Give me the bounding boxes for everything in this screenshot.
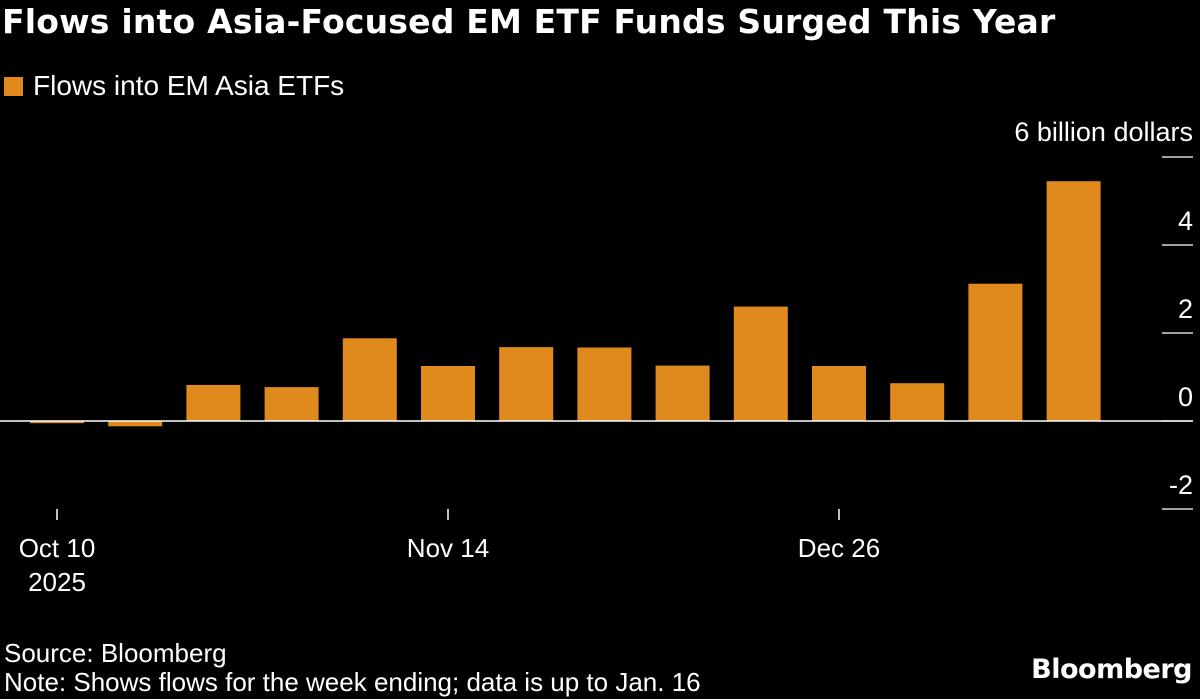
bar-6 [499, 347, 554, 421]
y-axis-unit-label: 6 billion dollars [1014, 117, 1193, 147]
bloomberg-logo: Bloomberg [1031, 654, 1192, 685]
y-tick-label--2: -2 [1169, 470, 1193, 500]
bar-5 [421, 366, 475, 421]
bar-10 [812, 366, 866, 421]
bar-11 [890, 383, 945, 421]
source-text: Source: Bloomberg [4, 638, 227, 668]
bar-0 [30, 421, 84, 424]
x-tick-label-10: Dec 26 [798, 533, 880, 563]
bar-7 [577, 347, 632, 421]
x-tick-sublabel-0: 2025 [28, 567, 86, 597]
bar-9 [733, 306, 788, 421]
chart-title: Flows into Asia-Focused EM ETF Funds Sur… [2, 2, 1056, 41]
bar-8 [655, 365, 710, 421]
y-tick-label-2: 2 [1178, 294, 1193, 324]
legend: Flows into EM Asia ETFs [4, 70, 344, 102]
bar-13 [1046, 181, 1101, 421]
y-tick-label-0: 0 [1178, 382, 1193, 412]
x-tick-label-0: Oct 10 [19, 533, 96, 563]
legend-label: Flows into EM Asia ETFs [33, 70, 345, 101]
y-tick-label-4: 4 [1178, 206, 1193, 236]
bar-1 [108, 421, 163, 427]
note-text: Note: Shows flows for the week ending; d… [4, 667, 701, 697]
legend-swatch [4, 76, 23, 96]
x-tick-label-5: Nov 14 [407, 533, 489, 563]
bar-4 [342, 338, 397, 421]
bar-12 [968, 283, 1023, 421]
bar-2 [186, 384, 241, 421]
bar-3 [264, 387, 319, 421]
